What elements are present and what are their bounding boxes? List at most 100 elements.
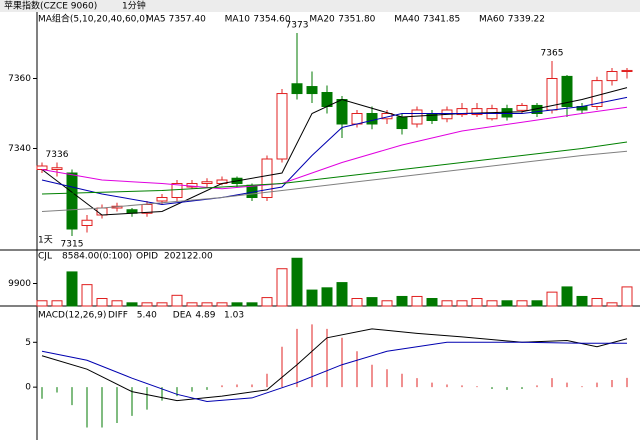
volume-bar [546, 291, 558, 307]
line [41, 96, 628, 206]
legend-name: MA20 [309, 15, 335, 25]
y-tick-label: 7360 [8, 74, 31, 84]
line [41, 106, 628, 190]
volume-bar [426, 298, 438, 307]
candle-body [351, 113, 363, 125]
volume-bar [306, 289, 318, 307]
volume-bar [216, 302, 228, 307]
candle-body [156, 197, 168, 202]
legend-name: MA60 [479, 15, 505, 25]
legend-name: DEA [173, 311, 193, 321]
candle-body [411, 109, 423, 125]
volume-bar [261, 297, 273, 307]
legend-name: MA10 [225, 15, 251, 25]
volume-bar [186, 302, 198, 307]
y-tick-label: 0 [25, 383, 31, 393]
candle-body [516, 104, 528, 111]
candle-body [501, 108, 513, 118]
volume-bar [516, 300, 528, 307]
candle-body [561, 75, 573, 108]
volume-bar [486, 300, 498, 307]
volume-bar [51, 300, 63, 307]
legend-name: MA5 [146, 15, 166, 25]
volume-bar [576, 295, 588, 307]
volume-bar [66, 271, 78, 307]
candle-body [366, 113, 378, 125]
volume-bar [591, 298, 603, 307]
volume-bar [81, 284, 93, 307]
volume-bar [36, 300, 48, 307]
volume-bar [366, 297, 378, 307]
line [41, 328, 628, 402]
volume-bar [456, 300, 468, 307]
volume-bar [381, 300, 393, 307]
volume-bar [276, 268, 288, 307]
macd-title: MACD(12,26,9) [38, 311, 106, 321]
oi-name: OPID [136, 252, 158, 262]
y-tick-label: 7340 [8, 144, 31, 154]
legend-name: DIFF [108, 311, 128, 321]
volume-bar [321, 287, 333, 307]
volume-title: CJL [38, 252, 52, 262]
volume-bar [396, 295, 408, 307]
legend-value: 5.40 [137, 311, 157, 321]
candle-body [471, 108, 483, 116]
volume-bar [141, 302, 153, 307]
y-tick-label: 5 [25, 338, 31, 348]
candle-body [36, 165, 48, 170]
volume-subtitle: 8584.00(0:100) [62, 252, 132, 262]
volume-bar [246, 302, 258, 307]
volume-bar [96, 298, 108, 307]
candle-body [51, 167, 63, 170]
candle-body [261, 158, 273, 198]
candle-body [606, 71, 618, 82]
low-label: 7315 [61, 240, 84, 250]
high-label: 7373 [286, 21, 309, 31]
candle-body [81, 219, 93, 226]
candle-body [306, 86, 318, 95]
candle-body [621, 69, 633, 72]
legend-value: 7357.40 [169, 15, 206, 25]
volume-bar [561, 286, 573, 307]
volume-bar [411, 295, 423, 307]
volume-bar [501, 300, 513, 307]
volume-bar [351, 298, 363, 307]
candle-body [396, 116, 408, 130]
high-label: 7365 [541, 49, 564, 59]
volume-bar [471, 298, 483, 307]
volume-bar [156, 302, 168, 307]
legend-value: 7351.80 [338, 15, 375, 25]
chart-title: 苹果指数(CZCE 9060) [4, 0, 97, 12]
title-bar [0, 0, 640, 12]
volume-bar [126, 302, 138, 307]
candle-body [171, 183, 183, 198]
candle-body [591, 80, 603, 107]
volume-bar [291, 257, 303, 307]
candle-body [66, 172, 78, 230]
volume-bar [171, 294, 183, 307]
volume-bar [531, 300, 543, 307]
volume-bar [336, 282, 348, 307]
volume-bar [201, 302, 213, 307]
legend-title: MA组合(5,10,20,40,60,0) [38, 13, 149, 25]
candle-body [336, 99, 348, 125]
volume-bar [111, 300, 123, 307]
period: 1分钟 [122, 0, 146, 12]
line [41, 150, 628, 212]
high-label: 7336 [46, 150, 69, 160]
line [41, 87, 628, 216]
legend-name: MA40 [394, 15, 420, 25]
candle-body [291, 83, 303, 95]
candle-body [456, 108, 468, 116]
candle-body [201, 181, 213, 184]
volume-bar [231, 302, 243, 307]
legend-value: 4.89 [195, 311, 215, 321]
oi-label: 202122.00 [164, 252, 213, 262]
period-label: 1天 [38, 236, 53, 246]
line [41, 341, 628, 403]
candle-body [276, 93, 288, 160]
legend-value: 7354.60 [253, 15, 290, 25]
macd-label: 1.03 [224, 311, 244, 321]
